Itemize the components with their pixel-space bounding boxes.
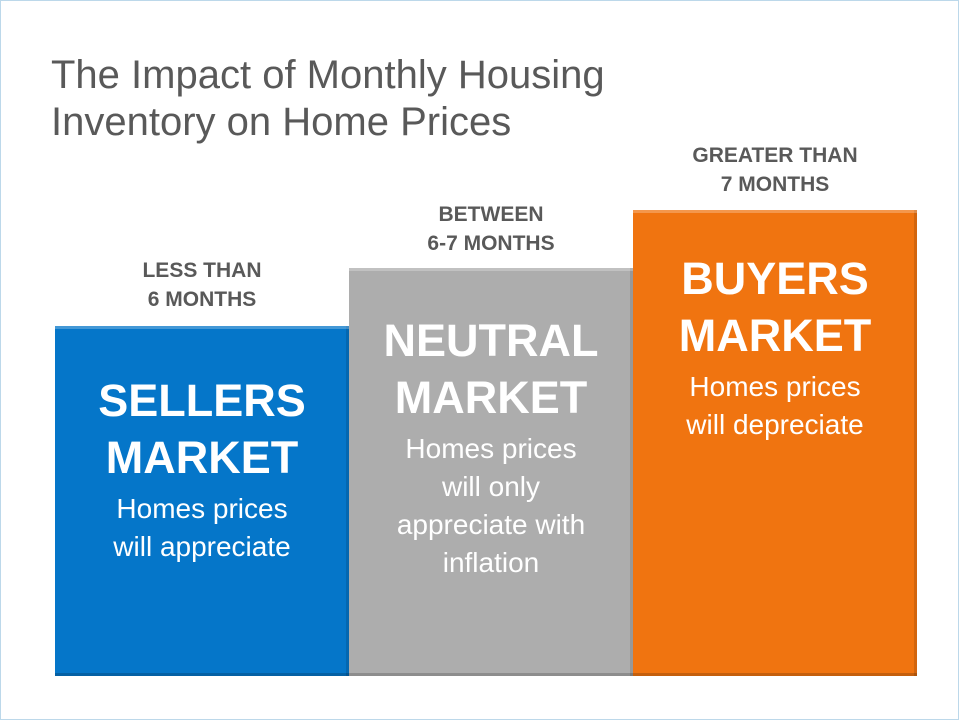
description-line: Homes prices: [689, 371, 861, 402]
title-line-2: Inventory on Home Prices: [51, 100, 512, 144]
description-line: appreciate with: [396, 509, 586, 540]
market-name-line: NEUTRAL: [383, 315, 599, 366]
market-name-line: MARKET: [105, 432, 299, 483]
title-line-1: The Impact of Monthly Housing: [51, 53, 605, 97]
neutral-market-bar: NEUTRAL MARKET Homes prices will only ap…: [349, 268, 633, 676]
range-label-line: 7 MONTHS: [720, 173, 830, 196]
market-description: Homes prices will appreciate: [55, 490, 349, 566]
description-line: will only: [441, 471, 541, 502]
market-name-line: MARKET: [678, 310, 872, 361]
description-line: will depreciate: [686, 409, 864, 440]
slide-title: The Impact of Monthly Housing Inventory …: [51, 52, 605, 146]
market-name-line: MARKET: [394, 372, 588, 423]
market-name-line: BUYERS: [681, 253, 869, 304]
sellers-market-bar: SELLERS MARKET Homes prices will appreci…: [55, 326, 349, 676]
market-name-line: SELLERS: [98, 375, 306, 426]
range-label-line: BETWEEN: [438, 203, 544, 226]
range-label-sellers: LESS THAN 6 MONTHS: [55, 256, 349, 314]
buyers-market-bar: BUYERS MARKET Homes prices will deprecia…: [633, 210, 917, 676]
range-label-buyers: GREATER THAN 7 MONTHS: [633, 141, 917, 199]
range-label-line: 6-7 MONTHS: [427, 232, 555, 255]
description-line: will appreciate: [113, 531, 291, 562]
range-label-line: LESS THAN: [142, 259, 262, 282]
market-description: Homes prices will only appreciate with i…: [349, 430, 633, 582]
market-name: SELLERS MARKET: [55, 372, 349, 486]
description-line: Homes prices: [405, 433, 577, 464]
market-name: BUYERS MARKET: [633, 250, 917, 364]
description-line: Homes prices: [116, 493, 288, 524]
range-label-neutral: BETWEEN 6-7 MONTHS: [349, 200, 633, 258]
market-name: NEUTRAL MARKET: [349, 312, 633, 426]
market-description: Homes prices will depreciate: [633, 368, 917, 444]
range-label-line: GREATER THAN: [692, 144, 858, 167]
description-line: inflation: [442, 547, 540, 578]
range-label-line: 6 MONTHS: [147, 288, 257, 311]
